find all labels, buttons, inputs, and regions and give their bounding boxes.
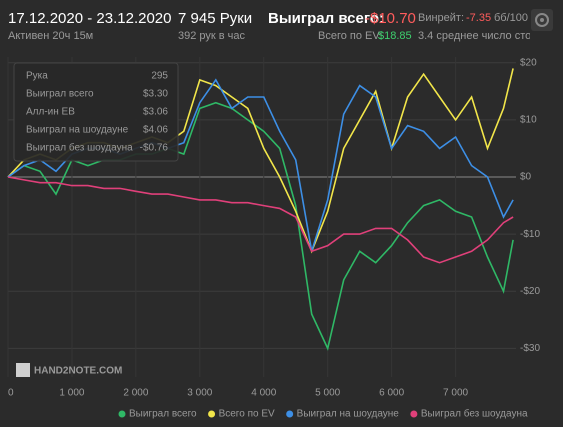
settings-icon[interactable] xyxy=(531,9,553,31)
watermark-logo xyxy=(16,363,30,377)
winrate-value: -7.35 xyxy=(466,12,492,24)
series-line xyxy=(7,176,514,264)
tooltip-label: Рука xyxy=(26,71,48,82)
legend-swatch xyxy=(208,410,216,418)
watermark: HAND2NOTE.COM xyxy=(34,366,122,377)
x-tick-label: 1 000 xyxy=(59,388,84,399)
y-tick-label: -$20 xyxy=(520,286,540,297)
hands: 7 945 Руки xyxy=(178,10,253,27)
legend-item: Выиграл всего xyxy=(118,409,197,420)
x-tick-label: 5 000 xyxy=(315,388,340,399)
gear-center xyxy=(540,18,544,22)
x-tick-label: 6 000 xyxy=(379,388,404,399)
tooltip-label: Выиграл на шоудауне xyxy=(26,125,129,136)
tooltip-label: Выиграл всего xyxy=(26,89,94,100)
legend-swatch xyxy=(286,410,294,418)
tooltip-value: $3.06 xyxy=(143,107,168,118)
tooltip: Рука 295 Выиграл всего $3.30 Алл-ин EB $3.06 В… xyxy=(13,62,179,162)
x-tick-label: 3 000 xyxy=(187,388,212,399)
gear xyxy=(535,13,549,27)
legend-item: Всего по EV xyxy=(208,409,275,420)
y-tick-label: -$10 xyxy=(520,229,540,240)
active-time: Активен 20ч 15м xyxy=(8,30,94,42)
x-tick-label: 7 000 xyxy=(443,388,468,399)
series-line xyxy=(7,101,514,351)
won-total-label: Выиграл всего: xyxy=(268,10,385,27)
legend-label: Выиграл на шоудауне xyxy=(297,409,400,420)
won-total-value: -$10.70 xyxy=(365,10,416,27)
y-tick-label: -$30 xyxy=(520,343,540,354)
legend-label: Выиграл без шоудауна xyxy=(421,408,528,420)
legend-label: Выиграл всего xyxy=(129,409,197,420)
legend-swatch xyxy=(410,410,418,418)
hands-per-hour: 392 рук в час xyxy=(178,30,246,42)
legend-item: Выиграл без шоудауна xyxy=(410,408,528,420)
date-range: 17.12.2020 - 23.12.2020 xyxy=(8,10,172,27)
tooltip-label: Алл-ин EB xyxy=(26,107,75,118)
winrate-label: Винрейт: xyxy=(418,12,465,24)
tooltip-value: -$0.76 xyxy=(140,143,169,154)
avg-players: 3.4 среднее число сто xyxy=(418,30,530,42)
legend-label: Всего по EV xyxy=(219,409,275,420)
y-tick-label: $0 xyxy=(520,172,532,183)
tooltip-label: Выиграл без шоудауна xyxy=(26,142,133,154)
ev-label: Всего по EV: xyxy=(318,30,383,42)
y-tick-label: $10 xyxy=(520,114,537,125)
x-tick-label: 4 000 xyxy=(251,388,276,399)
y-tick-label: $20 xyxy=(520,57,537,68)
legend-item: Выиграл на шоудауне xyxy=(286,409,399,420)
tooltip-value: $4.06 xyxy=(143,125,168,136)
legend-swatch xyxy=(118,410,126,418)
x-tick-label: 2 000 xyxy=(123,388,148,399)
ev-value: $18.85 xyxy=(378,30,412,42)
tooltip-box xyxy=(13,62,179,162)
x-tick-label: 0 xyxy=(8,388,14,399)
winrate-unit: бб/100 xyxy=(494,12,529,24)
tooltip-value: 295 xyxy=(151,71,168,82)
tooltip-value: $3.30 xyxy=(143,89,168,100)
